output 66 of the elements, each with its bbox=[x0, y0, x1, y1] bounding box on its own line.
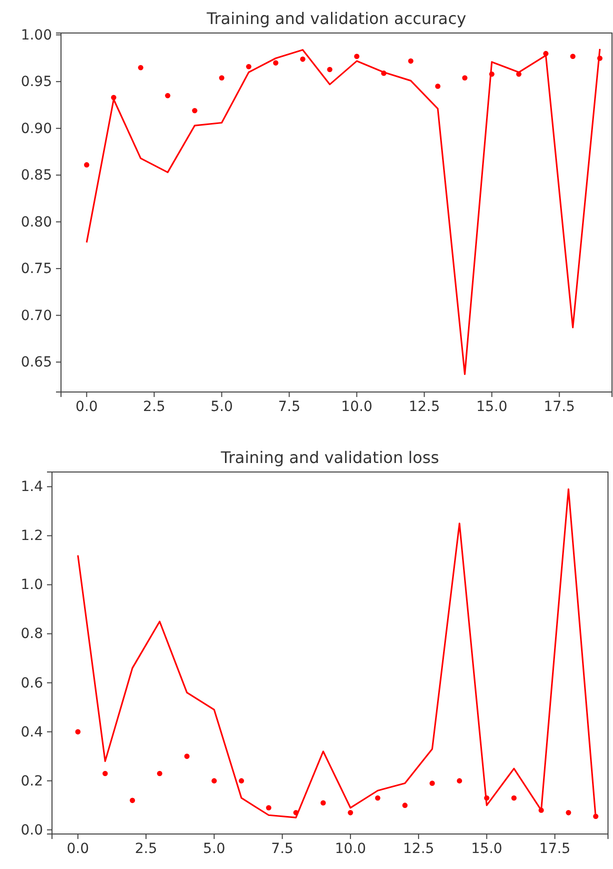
x-tick-label: 0.0 bbox=[66, 840, 90, 857]
point bbox=[566, 810, 572, 816]
y-tick-label: 1.2 bbox=[20, 528, 43, 544]
x-tick-label: 0.0 bbox=[76, 398, 98, 415]
x-tick-label: 2.5 bbox=[134, 840, 158, 857]
x-tick-label: 10.0 bbox=[341, 398, 372, 415]
x-tick-label: 10.0 bbox=[334, 840, 366, 857]
point bbox=[102, 770, 108, 776]
x-tick-label: 12.5 bbox=[402, 840, 434, 857]
point bbox=[138, 64, 144, 70]
y-tick-label: 0.80 bbox=[20, 214, 52, 230]
point bbox=[402, 802, 408, 808]
x-tick-label: 15.0 bbox=[471, 840, 502, 857]
point bbox=[435, 84, 440, 89]
point bbox=[320, 800, 326, 806]
point bbox=[570, 54, 576, 60]
x-tick-label: 2.5 bbox=[143, 398, 166, 415]
y-tick-label: 1.4 bbox=[20, 479, 44, 496]
point bbox=[266, 805, 272, 810]
y-tick-label: 1.0 bbox=[20, 577, 43, 594]
y-tick-label: 0.85 bbox=[20, 168, 52, 184]
chart-title: Training and validation accuracy bbox=[206, 9, 466, 28]
point bbox=[192, 108, 198, 114]
line-series bbox=[77, 488, 597, 818]
point bbox=[238, 778, 244, 784]
y-tick-label: 0.95 bbox=[20, 74, 52, 90]
point bbox=[273, 60, 278, 66]
point bbox=[375, 795, 380, 801]
point bbox=[462, 75, 468, 81]
point bbox=[408, 58, 414, 64]
x-tick-label: 5.0 bbox=[203, 840, 226, 857]
x-tick-label: 7.5 bbox=[271, 840, 294, 857]
y-tick-label: 0.0 bbox=[20, 822, 43, 838]
x-tick-label: 17.5 bbox=[539, 840, 570, 857]
x-tick-label: 15.0 bbox=[476, 398, 508, 415]
point bbox=[219, 75, 224, 81]
point bbox=[165, 92, 170, 98]
point bbox=[84, 162, 90, 168]
point bbox=[212, 778, 217, 784]
point bbox=[348, 810, 354, 816]
y-tick-label: 0.4 bbox=[20, 724, 44, 740]
x-tick-label: 7.5 bbox=[278, 398, 300, 415]
y-tick-label: 0.8 bbox=[20, 626, 43, 642]
line-series bbox=[86, 48, 601, 376]
point bbox=[157, 770, 162, 776]
y-tick-label: 0.2 bbox=[20, 773, 43, 790]
point bbox=[430, 780, 435, 786]
point bbox=[300, 56, 306, 62]
x-tick-label: 5.0 bbox=[210, 398, 233, 415]
point bbox=[184, 754, 190, 759]
point bbox=[246, 64, 252, 70]
point bbox=[75, 729, 81, 734]
y-tick-label: 0.65 bbox=[20, 354, 52, 371]
point bbox=[456, 778, 462, 784]
y-tick-label: 0.6 bbox=[20, 675, 44, 692]
point bbox=[354, 54, 360, 60]
chart-title: Training and validation loss bbox=[220, 448, 440, 467]
x-tick-label: 12.5 bbox=[408, 398, 440, 415]
point bbox=[327, 66, 332, 72]
y-tick-label: 0.90 bbox=[20, 120, 52, 137]
y-tick-label: 0.75 bbox=[20, 261, 52, 278]
point bbox=[511, 795, 517, 801]
point bbox=[130, 798, 136, 804]
x-tick-label: 17.5 bbox=[544, 398, 575, 415]
y-tick-label: 1.00 bbox=[20, 27, 52, 44]
y-tick-label: 0.70 bbox=[20, 308, 52, 324]
